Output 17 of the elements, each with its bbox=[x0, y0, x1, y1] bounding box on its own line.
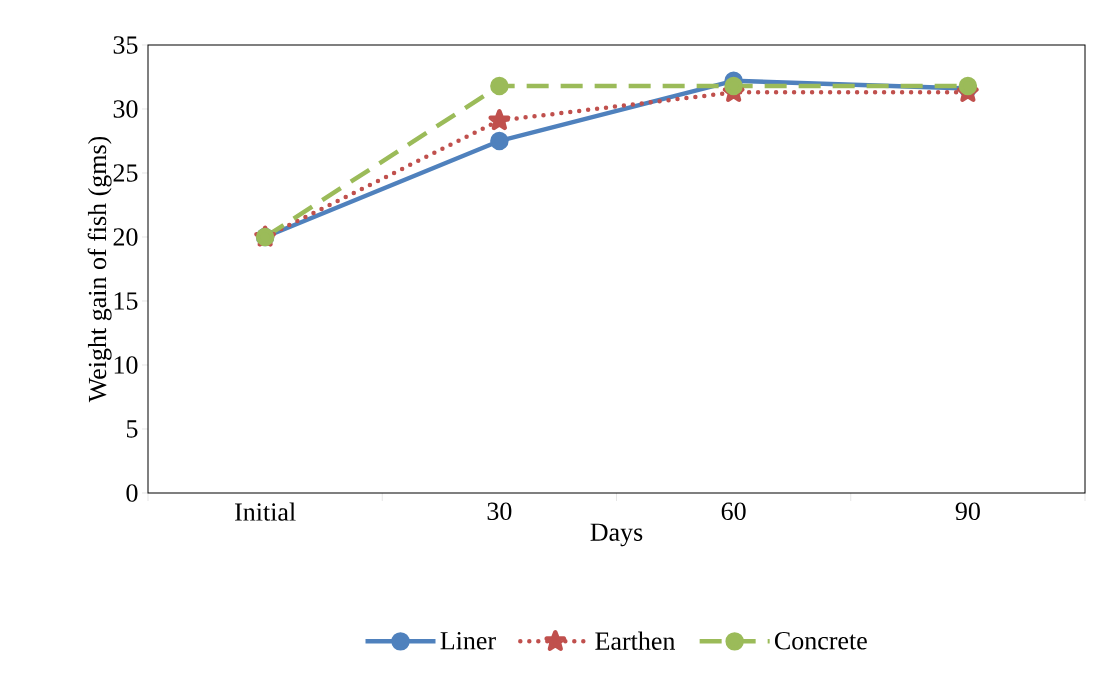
y-tick-label: 15 bbox=[114, 292, 138, 310]
legend-label: Liner bbox=[440, 632, 496, 650]
x-axis-title: Days bbox=[590, 523, 643, 547]
x-tick-label: 30 bbox=[487, 502, 512, 521]
y-tick-label: 0 bbox=[126, 484, 138, 502]
x-tick-label: 60 bbox=[721, 502, 746, 521]
y-tick-label: 30 bbox=[113, 100, 138, 118]
legend-label: Concrete bbox=[774, 632, 867, 650]
x-tick-label: 90 bbox=[955, 502, 980, 521]
legend-label: Earthen bbox=[595, 631, 676, 650]
y-tick-label: 5 bbox=[126, 420, 138, 438]
y-tick-label: 35 bbox=[113, 36, 138, 54]
y-axis-title: Weight gain of fish (gms) bbox=[87, 136, 112, 403]
y-tick-label: 10 bbox=[114, 356, 138, 374]
x-tick-label: Initial bbox=[235, 502, 296, 521]
y-tick-label: 25 bbox=[113, 164, 138, 182]
y-tick-label: 20 bbox=[113, 228, 138, 246]
